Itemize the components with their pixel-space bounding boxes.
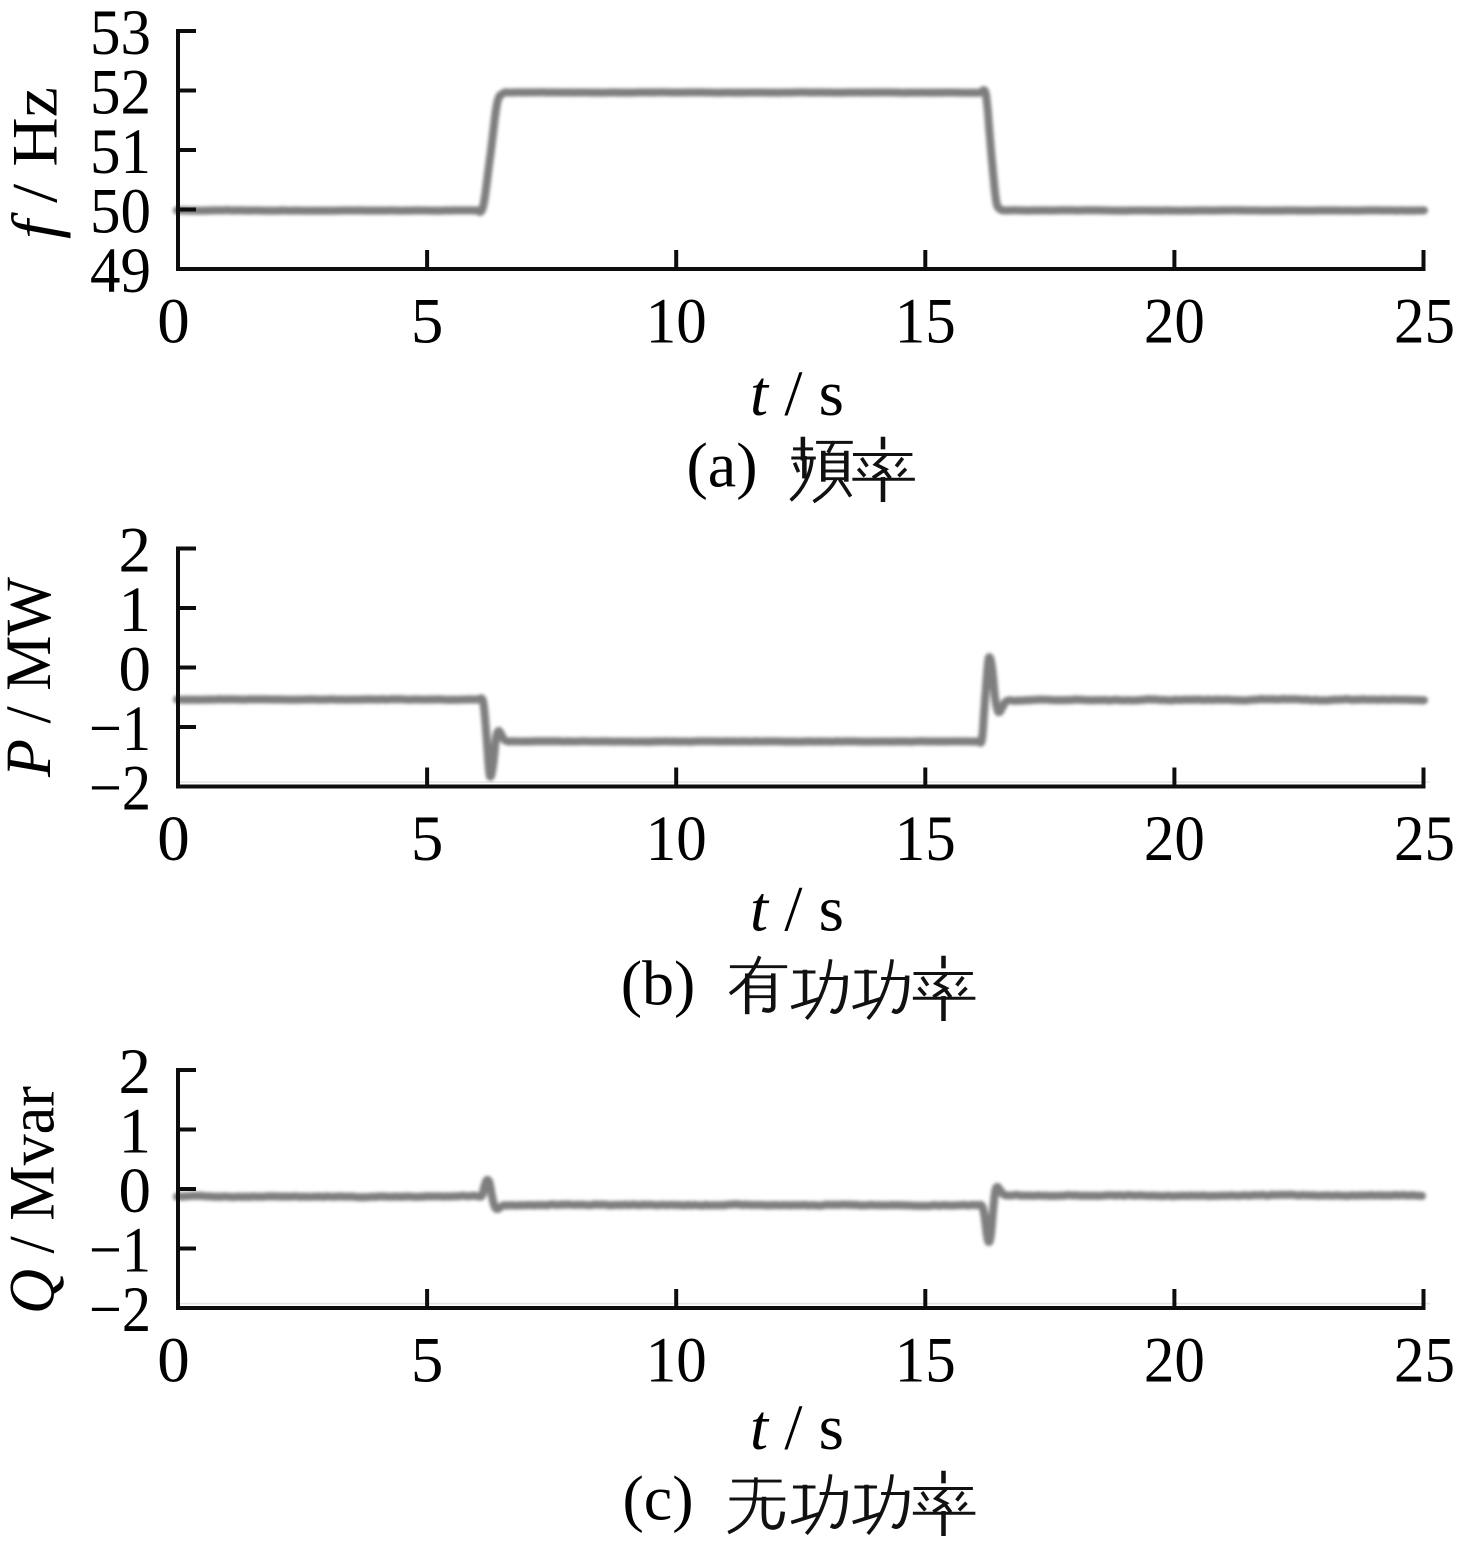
svg-text:0: 0: [157, 803, 190, 875]
svg-text:0: 0: [157, 1325, 190, 1397]
svg-text:20: 20: [1144, 286, 1205, 358]
svg-text:25: 25: [1394, 803, 1455, 875]
svg-text:10: 10: [646, 286, 707, 358]
svg-text:15: 15: [895, 803, 956, 875]
svg-text:t / s: t / s: [750, 1392, 844, 1464]
svg-text:20: 20: [1144, 803, 1205, 875]
svg-text:0: 0: [119, 634, 152, 706]
svg-text:53: 53: [90, 0, 151, 69]
svg-text:(b): (b): [621, 948, 696, 1019]
svg-text:−1: −1: [89, 1215, 151, 1287]
svg-text:5: 5: [411, 803, 444, 875]
svg-text:−2: −2: [89, 1274, 151, 1346]
svg-text:10: 10: [646, 803, 707, 875]
svg-text:20: 20: [1144, 1325, 1205, 1397]
svg-text:(c): (c): [622, 1463, 693, 1534]
svg-text:1: 1: [119, 1096, 152, 1168]
svg-text:49: 49: [90, 235, 151, 307]
svg-text:50: 50: [90, 176, 151, 248]
svg-text:0: 0: [157, 286, 190, 358]
svg-text:P / MW: P / MW: [0, 576, 65, 778]
svg-text:25: 25: [1394, 1325, 1455, 1397]
svg-text:(a): (a): [686, 430, 757, 501]
svg-text:−2: −2: [89, 753, 151, 825]
svg-text:51: 51: [90, 116, 151, 188]
svg-text:Q / Mvar: Q / Mvar: [0, 1086, 69, 1314]
svg-text:25: 25: [1394, 286, 1455, 358]
svg-text:15: 15: [895, 286, 956, 358]
svg-text:1: 1: [119, 574, 152, 646]
svg-text:5: 5: [411, 286, 444, 358]
svg-text:15: 15: [895, 1325, 956, 1397]
svg-text:t / s: t / s: [750, 874, 844, 946]
svg-text:−1: −1: [89, 693, 151, 765]
svg-text:0: 0: [119, 1155, 152, 1227]
svg-text:52: 52: [90, 57, 151, 129]
svg-text:10: 10: [646, 1325, 707, 1397]
svg-text:2: 2: [119, 515, 152, 587]
svg-text:2: 2: [119, 1036, 152, 1108]
svg-text:5: 5: [411, 1325, 444, 1397]
svg-text:t / s: t / s: [750, 358, 844, 430]
svg-text:f / Hz: f / Hz: [0, 87, 72, 239]
